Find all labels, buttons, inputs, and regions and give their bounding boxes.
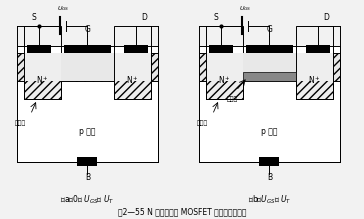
- Text: N$^+$: N$^+$: [36, 74, 48, 85]
- Text: N$^+$: N$^+$: [218, 74, 230, 85]
- Bar: [306, 45, 330, 53]
- Bar: [209, 45, 233, 53]
- Bar: [242, 53, 296, 81]
- Text: （b）$U_{GS}$＞ $U_T$: （b）$U_{GS}$＞ $U_T$: [248, 193, 291, 206]
- Text: N$^+$: N$^+$: [126, 74, 139, 85]
- Bar: [114, 53, 151, 99]
- Text: $U_{GS}$: $U_{GS}$: [239, 4, 252, 13]
- Bar: [296, 53, 333, 99]
- Text: N$^+$: N$^+$: [308, 74, 321, 85]
- Text: 耗尽层: 耗尽层: [15, 120, 26, 126]
- Bar: [17, 46, 158, 162]
- Bar: [242, 72, 296, 81]
- Bar: [199, 53, 340, 81]
- Text: p 衬底: p 衬底: [79, 127, 96, 136]
- Bar: [296, 53, 333, 81]
- Bar: [199, 46, 340, 162]
- Bar: [24, 53, 60, 99]
- Bar: [206, 53, 242, 99]
- Text: 耗尽层: 耗尽层: [197, 120, 208, 126]
- Text: D: D: [323, 13, 329, 22]
- Text: D: D: [141, 13, 147, 22]
- Bar: [242, 53, 296, 81]
- Bar: [27, 45, 51, 53]
- Text: B: B: [267, 173, 272, 182]
- Bar: [114, 26, 151, 99]
- Text: 图2—55 N 沟道增强型 MOSFET 导电沟道的形成: 图2—55 N 沟道增强型 MOSFET 导电沟道的形成: [118, 208, 246, 217]
- Text: G: G: [84, 25, 90, 34]
- Text: B: B: [85, 173, 90, 182]
- Bar: [77, 157, 98, 166]
- Bar: [60, 53, 114, 81]
- Bar: [246, 45, 293, 53]
- Text: $U_{GS}$: $U_{GS}$: [57, 4, 70, 13]
- Bar: [259, 157, 280, 166]
- Bar: [114, 53, 151, 81]
- Text: p 衬底: p 衬底: [261, 127, 278, 136]
- Bar: [206, 26, 242, 99]
- Text: G: G: [266, 25, 272, 34]
- Bar: [24, 53, 60, 81]
- Bar: [206, 53, 242, 81]
- Text: S: S: [31, 13, 36, 22]
- Bar: [64, 45, 111, 53]
- Bar: [24, 26, 60, 99]
- Text: S: S: [213, 13, 218, 22]
- Bar: [17, 53, 158, 81]
- Bar: [60, 53, 114, 81]
- Text: 反型层: 反型层: [227, 97, 238, 102]
- Bar: [296, 26, 333, 99]
- Bar: [124, 45, 148, 53]
- Text: （a）0＜ $U_{GS}$＜ $U_T$: （a）0＜ $U_{GS}$＜ $U_T$: [60, 193, 115, 206]
